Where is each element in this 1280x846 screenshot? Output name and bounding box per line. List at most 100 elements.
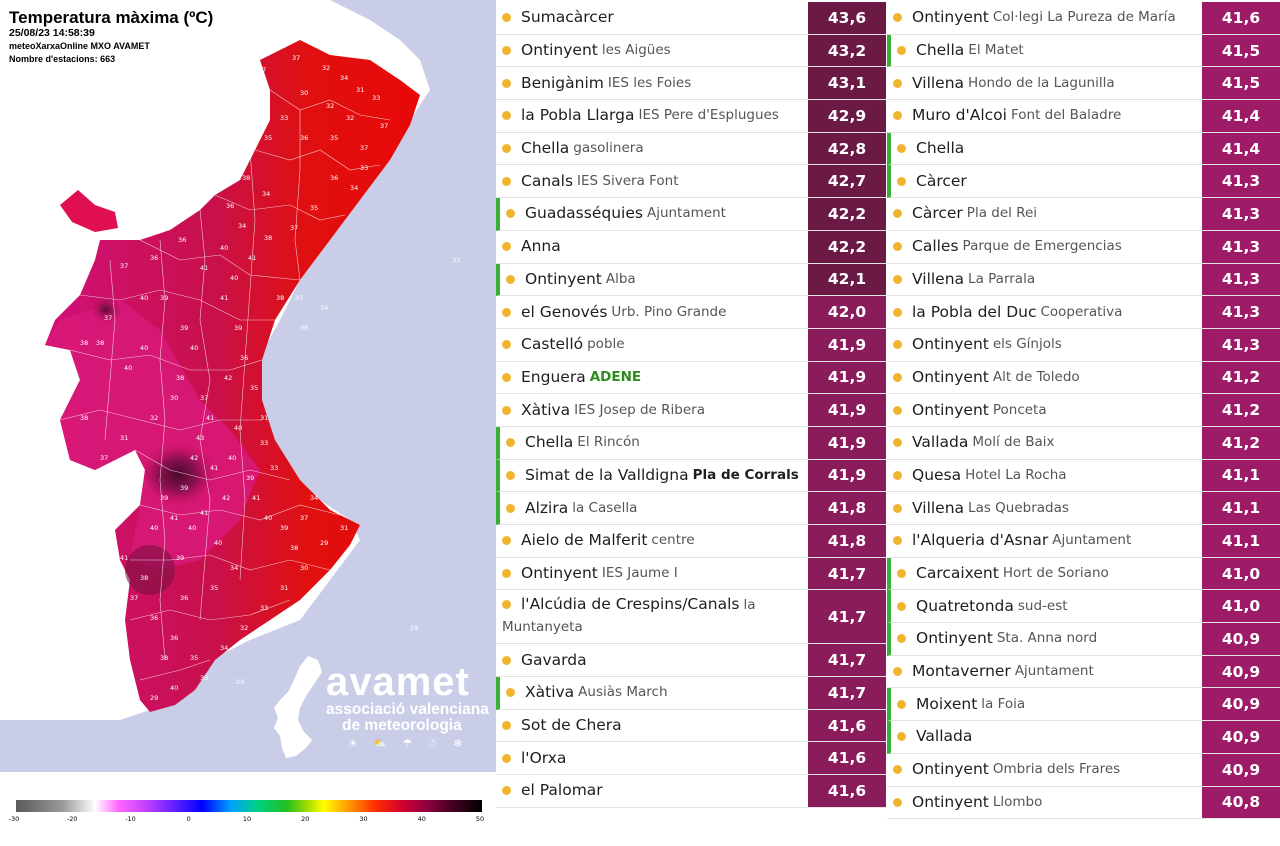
station-row[interactable]: Ontinyent Llombo 40,8 xyxy=(887,786,1280,820)
station-name[interactable]: Quesa xyxy=(912,465,962,484)
station-row[interactable]: Montaverner Ajuntament 40,9 xyxy=(887,655,1280,689)
station-row[interactable]: el Genovés Urb. Pino Grande 42,0 xyxy=(496,296,886,329)
station-name[interactable]: Gavarda xyxy=(521,650,587,669)
station-name[interactable]: Ontinyent xyxy=(912,400,989,419)
station-name[interactable]: Anna xyxy=(521,237,561,256)
station-name[interactable]: Villena xyxy=(912,73,965,92)
station-row[interactable]: Benigànim IES les Foies 43,1 xyxy=(496,67,886,101)
station-row[interactable]: Muro d'Alcoi Font del Baladre 41,4 xyxy=(887,100,1280,133)
station-row[interactable]: Ontinyent Alba 42,1 xyxy=(496,263,886,297)
station-label: 37 xyxy=(360,144,368,152)
station-row[interactable]: Chella gasolinera 42,8 xyxy=(496,132,886,166)
station-name[interactable]: l'Orxa xyxy=(521,748,567,767)
station-name[interactable]: Villena xyxy=(912,498,965,517)
station-row[interactable]: Ontinyent Col·legi La Pureza de María 41,6 xyxy=(887,2,1280,35)
station-row[interactable]: l'Alcúdia de Crespins/Canals la Muntanyet… xyxy=(496,590,886,645)
station-name[interactable]: Moixent xyxy=(916,694,978,713)
station-name[interactable]: Ontinyent xyxy=(525,269,602,288)
station-name[interactable]: Ontinyent xyxy=(912,8,989,27)
station-name[interactable]: Simat de la Valldigna xyxy=(525,465,689,484)
station-name[interactable]: Enguera xyxy=(521,367,586,386)
station-name[interactable]: Xàtiva xyxy=(521,400,571,419)
station-name[interactable]: Ontinyent xyxy=(912,367,989,386)
station-row[interactable]: Gavarda 41,7 xyxy=(496,644,886,678)
station-row[interactable]: Ontinyent les Aigües 43,2 xyxy=(496,34,886,68)
station-row[interactable]: Alzira la Casella 41,8 xyxy=(496,492,886,525)
station-name[interactable]: Ontinyent xyxy=(916,629,993,648)
station-name[interactable]: Chella xyxy=(521,139,570,158)
station-name[interactable]: Quatretonda xyxy=(916,596,1014,615)
station-row[interactable]: Xàtiva IES Josep de Ribera 41,9 xyxy=(496,394,886,427)
station-name[interactable]: Calles xyxy=(912,237,959,256)
station-row[interactable]: Càrcer Pla del Rei 41,3 xyxy=(887,198,1280,231)
station-name[interactable]: Ontinyent xyxy=(912,335,989,354)
station-row[interactable]: la Pobla Llarga IES Pere d'Esplugues 42,9 xyxy=(496,100,886,133)
station-row[interactable]: Guadasséquies Ajuntament 42,2 xyxy=(496,198,886,231)
station-name-cell: Ontinyent les Aigües xyxy=(496,35,808,67)
station-row[interactable]: Vallada 40,9 xyxy=(887,721,1280,754)
station-row[interactable]: Castelló poble 41,9 xyxy=(496,328,886,362)
station-name[interactable]: Sot de Chera xyxy=(521,716,622,735)
station-name[interactable]: Ontinyent xyxy=(912,792,989,811)
station-name[interactable]: Chella xyxy=(525,433,574,452)
station-row[interactable]: Enguera ADENE 41,9 xyxy=(496,361,886,395)
station-name[interactable]: Ontinyent xyxy=(521,564,598,583)
station-name[interactable]: Chella xyxy=(916,41,965,60)
station-row[interactable]: Ontinyent IES Jaume I 41,7 xyxy=(496,557,886,591)
station-row[interactable]: Sot de Chera 41,6 xyxy=(496,709,886,743)
station-row[interactable]: Villena Las Quebradas 41,1 xyxy=(887,492,1280,525)
station-name[interactable]: Sumacàrcer xyxy=(521,8,614,27)
station-name[interactable]: Aielo de Malferit xyxy=(521,531,648,550)
station-name[interactable]: el Genovés xyxy=(521,302,608,321)
station-name[interactable]: Montaverner xyxy=(912,662,1011,681)
station-row[interactable]: l'Alqueria d'Asnar Ajuntament 41,1 xyxy=(887,525,1280,558)
station-row[interactable]: Calles Parque de Emergencias 41,3 xyxy=(887,230,1280,264)
station-row[interactable]: Aielo de Malferit centre 41,8 xyxy=(496,525,886,558)
station-row[interactable]: el Palomar 41,6 xyxy=(496,775,886,808)
station-name[interactable]: Canals xyxy=(521,171,574,190)
station-name[interactable]: Guadasséquies xyxy=(525,204,643,223)
station-row[interactable]: Ontinyent Ombria dels Frares 40,9 xyxy=(887,753,1280,787)
station-row[interactable]: Simat de la Valldigna Pla de Corrals 41,9 xyxy=(496,459,886,493)
station-name[interactable]: Carcaixent xyxy=(916,564,999,583)
station-name[interactable]: Xàtiva xyxy=(525,683,575,702)
station-row[interactable]: Vallada Molí de Baix 41,2 xyxy=(887,426,1280,460)
station-name[interactable]: Villena xyxy=(912,269,965,288)
station-row[interactable]: Villena Hondo de la Lagunilla 41,5 xyxy=(887,67,1280,101)
station-row[interactable]: Ontinyent Ponceta 41,2 xyxy=(887,394,1280,427)
station-name[interactable]: l'Alqueria d'Asnar xyxy=(912,531,1049,550)
station-name[interactable]: Chella xyxy=(916,139,965,158)
station-row[interactable]: Anna 42,2 xyxy=(496,230,886,264)
station-row[interactable]: Quesa Hotel La Rocha 41,1 xyxy=(887,459,1280,493)
station-row[interactable]: la Pobla del Duc Cooperativa 41,3 xyxy=(887,296,1280,329)
station-name[interactable]: Ontinyent xyxy=(521,41,598,60)
station-name[interactable]: el Palomar xyxy=(521,781,603,800)
station-name[interactable]: l'Alcúdia de Crespins/Canals xyxy=(521,595,740,614)
station-row[interactable]: Carcaixent Hort de Soriano 41,0 xyxy=(887,557,1280,591)
station-row[interactable]: Ontinyent els Gínjols 41,3 xyxy=(887,328,1280,362)
station-row[interactable]: Villena La Parrala 41,3 xyxy=(887,263,1280,297)
station-name[interactable]: Càrcer xyxy=(912,204,963,223)
station-row[interactable]: Chella El Rincón 41,9 xyxy=(496,426,886,460)
station-row[interactable]: Ontinyent Sta. Anna nord 40,9 xyxy=(887,623,1280,656)
station-row[interactable]: l'Orxa 41,6 xyxy=(496,742,886,776)
station-name[interactable]: Ontinyent xyxy=(912,760,989,779)
station-row[interactable]: Canals IES Sivera Font 42,7 xyxy=(496,165,886,199)
station-row[interactable]: Xàtiva Ausiàs March 41,7 xyxy=(496,677,886,710)
station-name[interactable]: la Pobla Llarga xyxy=(521,106,635,125)
station-row[interactable]: Càrcer 41,3 xyxy=(887,165,1280,199)
station-name[interactable]: Castelló xyxy=(521,335,584,354)
station-name[interactable]: Vallada xyxy=(912,433,969,452)
station-name[interactable]: Alzira xyxy=(525,498,569,517)
station-name[interactable]: Vallada xyxy=(916,727,973,746)
station-row[interactable]: Moixent la Foia 40,9 xyxy=(887,688,1280,722)
station-row[interactable]: Sumacàrcer 43,6 xyxy=(496,2,886,35)
station-row[interactable]: Chella 41,4 xyxy=(887,132,1280,166)
station-name[interactable]: Muro d'Alcoi xyxy=(912,106,1007,125)
station-row[interactable]: Ontinyent Alt de Toledo 41,2 xyxy=(887,361,1280,395)
station-name[interactable]: Benigànim xyxy=(521,73,604,92)
station-row[interactable]: Quatretonda sud-est 41,0 xyxy=(887,590,1280,624)
station-name[interactable]: la Pobla del Duc xyxy=(912,302,1037,321)
station-name[interactable]: Càrcer xyxy=(916,171,967,190)
station-row[interactable]: Chella El Matet 41,5 xyxy=(887,34,1280,68)
